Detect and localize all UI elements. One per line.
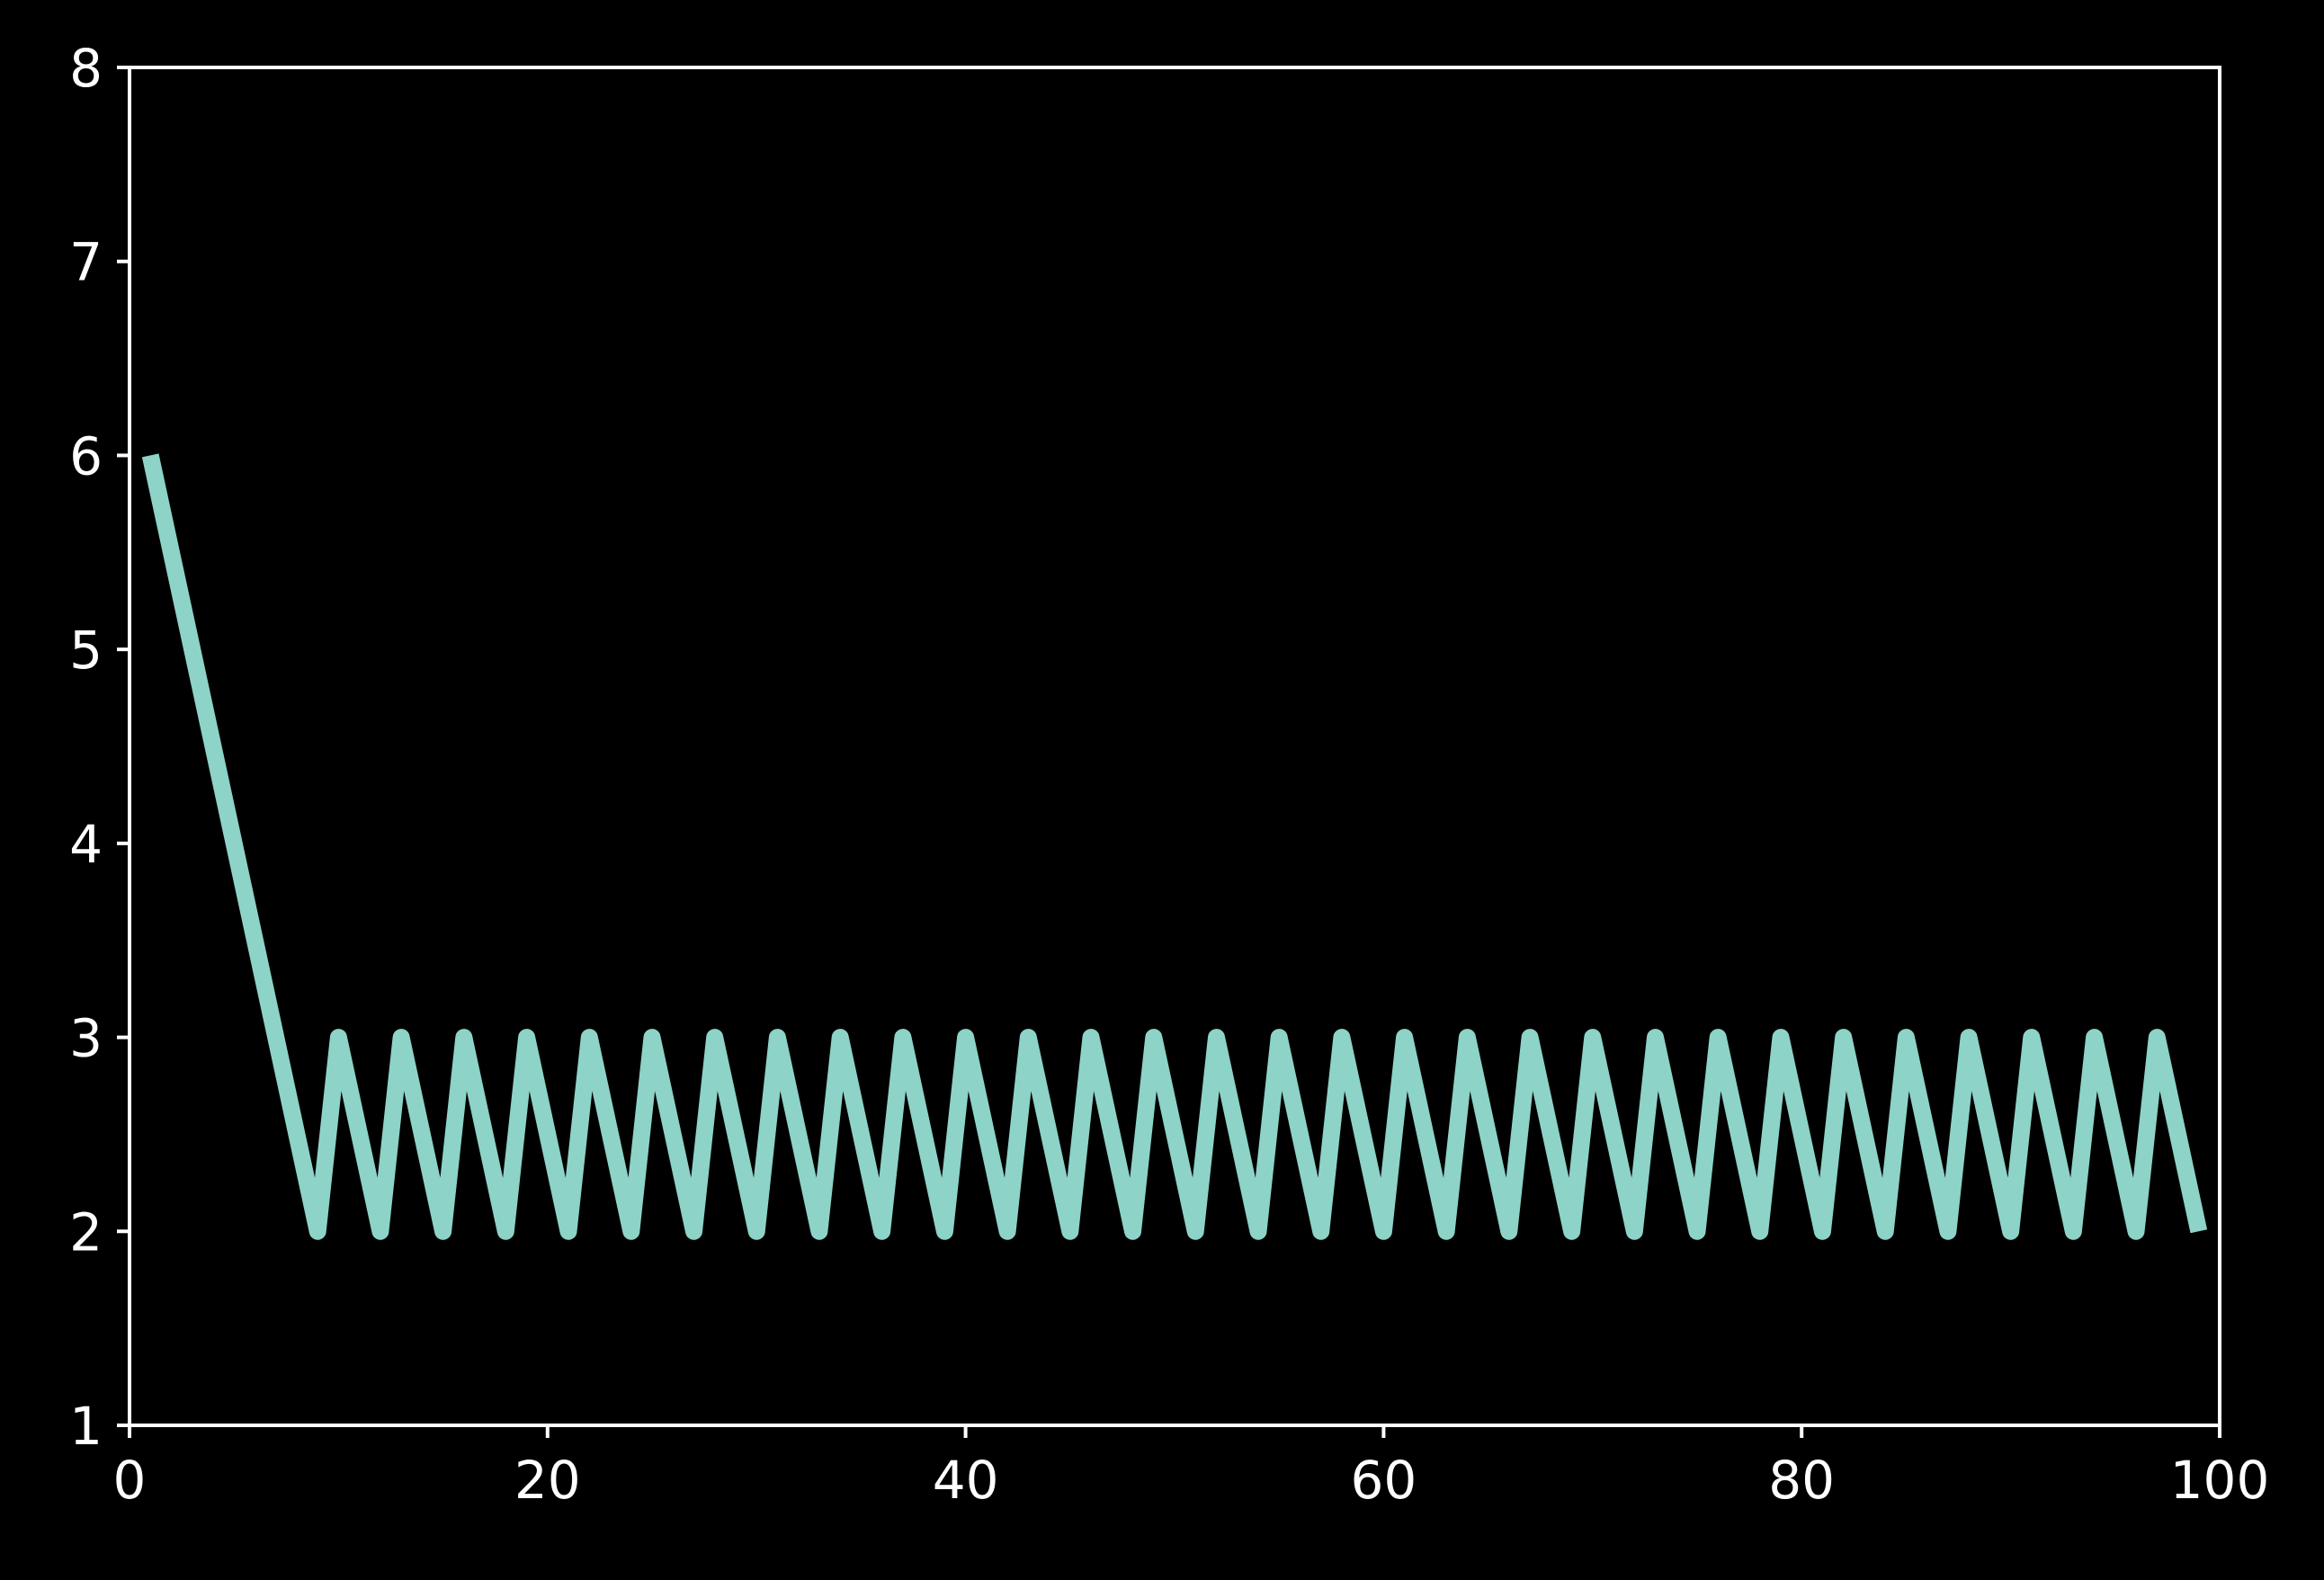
x-tick-label: 60	[1350, 1450, 1417, 1511]
x-tick-label: 80	[1768, 1450, 1835, 1511]
y-tick-label: 6	[69, 425, 103, 486]
x-tick-label: 20	[514, 1450, 581, 1511]
y-axis: 1 2 3 4 5 6 7 8	[69, 38, 130, 1457]
y-tick-label: 7	[69, 232, 103, 293]
y-tick-label: 4	[69, 814, 103, 875]
x-tick-label: 100	[2170, 1450, 2270, 1511]
y-tick-label: 2	[69, 1201, 103, 1263]
y-tick-label: 8	[69, 38, 103, 99]
x-tick-label: 0	[113, 1450, 147, 1511]
series-layer	[141, 453, 2208, 1240]
series-line-1	[141, 453, 2208, 1240]
y-tick-label: 5	[69, 620, 103, 681]
x-axis: 0 20 40 60 80 100	[113, 1425, 2270, 1511]
y-tick-label: 1	[69, 1396, 103, 1457]
plot-frame	[128, 66, 2221, 1427]
y-tick-label: 3	[69, 1008, 103, 1069]
x-tick-label: 40	[933, 1450, 999, 1511]
